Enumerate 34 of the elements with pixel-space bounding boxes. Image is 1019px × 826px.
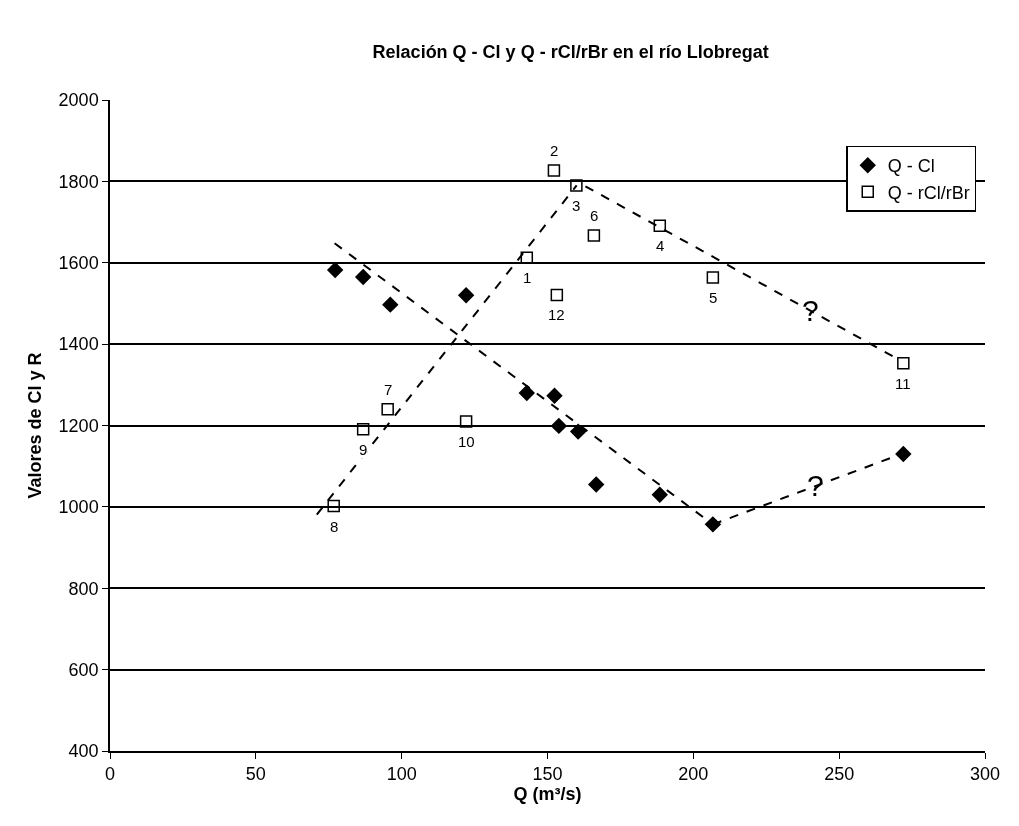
annotation: 4 (656, 237, 665, 254)
y-tick-label: 400 (68, 741, 99, 762)
y-tick-label: 2000 (58, 90, 99, 111)
annotation: 5 (709, 289, 718, 306)
y-tick-label: 1400 (58, 334, 99, 355)
y-tick-label: 1800 (58, 171, 99, 192)
x-tick-label: 200 (678, 764, 709, 785)
annotation: 12 (548, 306, 565, 323)
annotation: 3 (572, 197, 581, 214)
legend-label: Q - Cl (887, 156, 935, 177)
x-tick-label: 50 (245, 764, 266, 785)
annotation: 9 (359, 441, 368, 458)
annotation: 11 (895, 375, 911, 392)
x-tick-label: 100 (386, 764, 417, 785)
annotation: 8 (330, 518, 339, 535)
y-tick-label: 1000 (58, 497, 99, 518)
annotation: 2 (550, 142, 559, 159)
x-tick-label: 250 (824, 764, 855, 785)
legend-label: Q - rCl/rBr (887, 182, 970, 203)
x-tick-label: 300 (969, 764, 1001, 785)
annotation: 7 (384, 381, 393, 398)
x-tick-label: 0 (104, 764, 116, 785)
x-axis-title: Q (m³/s) (513, 784, 582, 805)
annotation: 1 (523, 269, 532, 286)
y-tick-label: 800 (68, 578, 99, 599)
y-tick-label: 600 (68, 659, 99, 680)
y-tick-label: 1600 (58, 253, 99, 274)
annotation: ? (802, 294, 819, 327)
y-tick-label: 1200 (58, 415, 99, 436)
chart-title: Relación Q - Cl y Q - rCl/rBr en el río Llobregat (372, 42, 769, 63)
x-tick-label: 150 (532, 764, 563, 785)
annotation: 10 (458, 433, 475, 450)
y-axis-title: Valores de Cl y R (25, 352, 46, 499)
annotation: 6 (590, 207, 599, 224)
